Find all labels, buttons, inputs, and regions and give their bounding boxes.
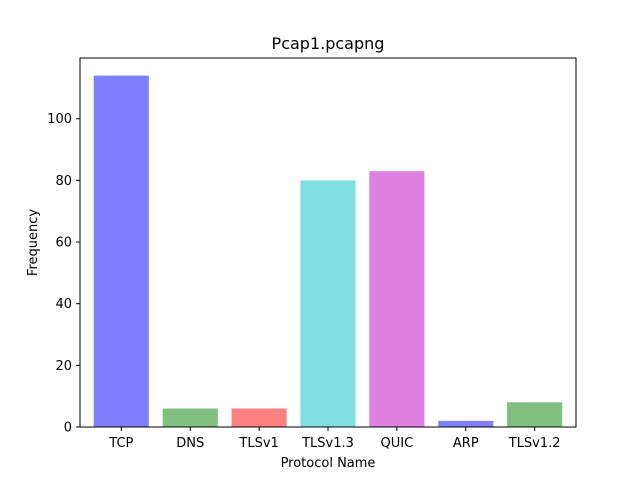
x-tick-label: DNS bbox=[176, 436, 204, 451]
x-axis: TCP DNS TLSv1 TLSv1.3 QUIC ARP TLSv1.2 bbox=[108, 427, 561, 451]
chart-title: Pcap1.pcapng bbox=[272, 34, 385, 53]
y-axis: 0 20 40 60 80 100 bbox=[47, 112, 80, 436]
x-tick-label: TLSv1.3 bbox=[301, 436, 354, 451]
x-tick-label: TLSv1 bbox=[238, 436, 278, 451]
bar-tlsv1-3 bbox=[300, 180, 356, 427]
y-tick-label: 40 bbox=[55, 297, 72, 312]
x-tick-label: ARP bbox=[453, 436, 479, 451]
bar-tlsv1 bbox=[231, 408, 287, 427]
bar-tcp bbox=[93, 75, 149, 428]
bar-quic bbox=[369, 171, 425, 427]
y-axis-label: Frequency bbox=[26, 209, 41, 276]
y-tick-label: 0 bbox=[64, 421, 72, 436]
bar-tlsv1-2 bbox=[507, 402, 563, 427]
y-tick-label: 80 bbox=[55, 174, 72, 189]
x-axis-label: Protocol Name bbox=[281, 456, 376, 471]
bars-group bbox=[93, 75, 563, 428]
x-tick-label: TCP bbox=[108, 436, 133, 451]
bar-dns bbox=[162, 408, 218, 427]
x-tick-label: QUIC bbox=[381, 436, 414, 451]
y-tick-label: 60 bbox=[55, 236, 72, 251]
y-tick-label: 20 bbox=[55, 359, 72, 374]
bar-arp bbox=[438, 420, 494, 427]
y-tick-label: 100 bbox=[47, 112, 72, 127]
x-tick-label: TLSv1.2 bbox=[508, 436, 561, 451]
